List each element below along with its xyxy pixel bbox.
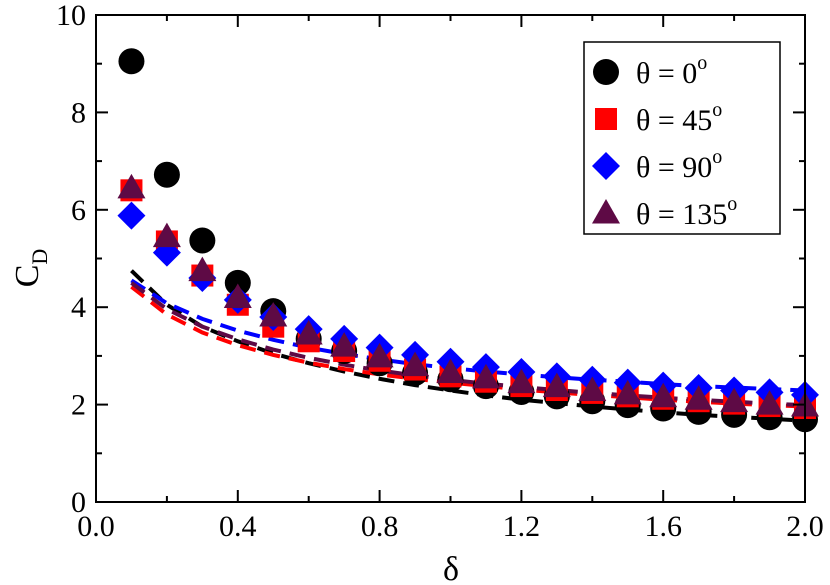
data-point-triangle — [613, 379, 642, 405]
data-point-triangle — [152, 222, 181, 248]
legend-marker-square — [595, 108, 617, 130]
legend-label: θ = 0o — [636, 52, 707, 90]
legend-label-degree: o — [712, 146, 722, 168]
legend-label-degree: o — [712, 99, 722, 121]
data-point-triangle — [542, 372, 571, 398]
y-tick-label: 4 — [71, 291, 86, 324]
data-point-triangle — [117, 173, 146, 199]
x-tick-label: 1.2 — [503, 510, 541, 543]
data-point-circle — [224, 269, 251, 296]
legend-marker-circle — [593, 59, 619, 85]
data-point-circle — [153, 161, 180, 188]
legend-label-text: θ = 0 — [636, 57, 697, 90]
data-point-circle — [118, 48, 145, 75]
data-point-circle — [189, 227, 216, 254]
data-point-triangle — [471, 363, 500, 389]
y-axis-label-sub: D — [27, 249, 52, 265]
fit-line-circle — [130, 269, 806, 423]
data-point-triangle — [188, 256, 217, 282]
x-tick-label: 0.0 — [77, 510, 115, 543]
data-point-triangle — [436, 358, 465, 383]
legend-marker-diamond — [592, 152, 620, 180]
data-point-triangle — [330, 332, 359, 357]
data-point-triangle — [507, 368, 536, 394]
x-tick-label: 0.4 — [219, 510, 257, 543]
y-tick-label: 2 — [71, 389, 86, 422]
legend-label: θ = 90o — [636, 146, 722, 184]
y-axis-label: CD — [9, 249, 52, 288]
data-points — [117, 48, 819, 433]
data-point-diamond — [117, 201, 146, 230]
legend-label: θ = 45o — [636, 99, 722, 137]
x-tick-label: 1.6 — [644, 510, 682, 543]
y-tick-label: 8 — [71, 96, 86, 129]
y-tick-label: 0 — [71, 486, 86, 519]
legend-label-text: θ = 90 — [636, 151, 712, 184]
legend-label-degree: o — [727, 193, 737, 215]
data-point-triangle — [259, 301, 288, 327]
y-axis-label-main: C — [9, 265, 46, 288]
axis-ticks: 0.0 0.4 0.8 1.2 1.6 2.0 0 2 4 6 8 10 — [56, 0, 824, 543]
data-point-triangle — [294, 319, 323, 345]
legend-label-degree: o — [697, 52, 707, 74]
legend-marker-triangle — [592, 199, 620, 224]
x-axis-label: δ — [443, 551, 459, 585]
legend-label: θ = 135o — [636, 193, 737, 231]
data-point-triangle — [684, 385, 713, 410]
data-point-triangle — [223, 283, 252, 308]
data-point-triangle — [365, 342, 394, 368]
data-point-triangle — [578, 376, 607, 401]
data-point-triangle — [401, 351, 430, 377]
x-tick-label: 0.8 — [361, 510, 399, 543]
data-point-triangle — [649, 382, 678, 408]
legend-label-text: θ = 45 — [636, 104, 712, 137]
legend-label-text: θ = 135 — [636, 198, 727, 231]
x-tick-label: 2.0 — [786, 510, 824, 543]
y-tick-label: 6 — [71, 194, 86, 227]
data-point-triangle — [720, 387, 749, 413]
data-point-triangle — [755, 390, 784, 415]
y-tick-label: 10 — [56, 0, 86, 32]
